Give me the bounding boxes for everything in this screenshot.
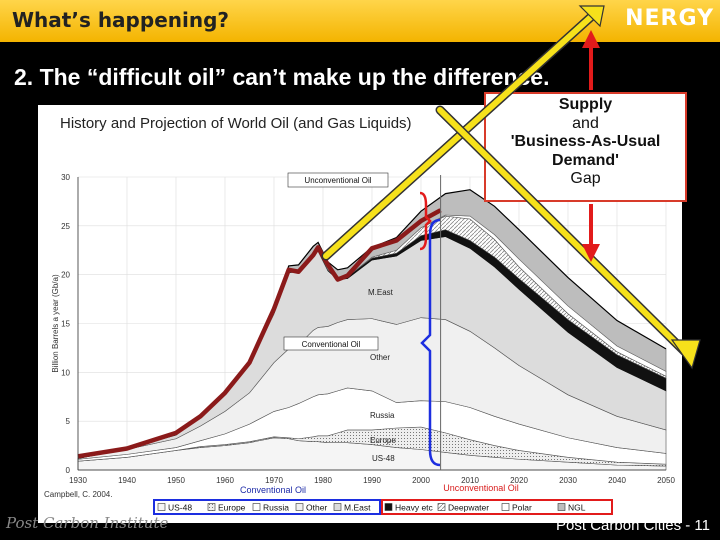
legend-box-conventional [153, 499, 381, 515]
legend-swatch [501, 503, 510, 511]
legend-label: Other [306, 503, 327, 513]
chart-source: Campbell, C. 2004. [44, 490, 112, 499]
callout-line-supply: Supply [558, 96, 613, 113]
y-tick-label: 30 [61, 173, 70, 182]
legend-swatch [157, 503, 166, 511]
region-label: US-48 [372, 454, 395, 463]
x-tick-label: 1960 [216, 476, 234, 485]
callout-line-and: and [572, 114, 599, 132]
header-bar: What’s happening? NERGY [0, 0, 720, 42]
legend-swatch [252, 503, 261, 511]
footer-logo-text: Post Carbon Institute [6, 514, 169, 532]
header-brand: NERGY [625, 6, 714, 31]
legend-label: Russia [263, 503, 289, 513]
legend-swatch [437, 503, 446, 511]
label-unconventional-oil: Unconventional Oil [304, 176, 371, 185]
callout-line-bau: 'Business-As-Usual [510, 133, 661, 150]
conventional-label-box [283, 336, 379, 351]
y-tick-label: 20 [61, 271, 70, 280]
legend-label: Deepwater [448, 503, 489, 513]
region-label: Europe [370, 436, 396, 445]
label-conventional-oil: Conventional Oil [302, 340, 361, 349]
y-tick-label: 25 [61, 222, 70, 231]
legend-swatch [207, 503, 216, 511]
legend-label: M.East [344, 503, 371, 513]
y-axis-label: Billion Barrels a year (Gb/a) [51, 274, 60, 373]
x-tick-label: 1980 [314, 476, 332, 485]
x-tick-label: 1990 [363, 476, 381, 485]
callout-line-gap: Gap [570, 170, 601, 187]
x-tick-label: 1950 [167, 476, 185, 485]
slide-subtitle: 2. The “difficult oil” can’t make up the… [14, 64, 550, 90]
legend-label: Polar [512, 503, 532, 513]
x-tick-label: 1970 [265, 476, 283, 485]
x-tick-label: 2030 [559, 476, 577, 485]
y-tick-label: 10 [61, 368, 70, 377]
x-tick-label: 2050 [657, 476, 675, 485]
y-tick-label: 5 [66, 417, 71, 426]
legend-label: Europe [218, 503, 246, 513]
callout-line-demand: Demand' [552, 151, 619, 169]
legend-label: US-48 [168, 503, 192, 513]
x-tick-label: 2020 [510, 476, 528, 485]
gap-callout: Supply and 'Business-As-Usual Demand' Ga… [484, 92, 687, 202]
footer-page: Post Carbon Cities - 11 [556, 517, 710, 534]
x-tick-label: 1940 [118, 476, 136, 485]
bottom-label-unconventional: Unconventional Oil [443, 483, 519, 493]
chart-legend: US-48 Europe Russia Other M.East Heavy etc Dee… [153, 499, 613, 515]
region-label: Other [370, 353, 390, 362]
bottom-label-conventional: Conventional Oil [240, 485, 306, 495]
y-tick-label: 0 [66, 466, 71, 475]
legend-box-unconventional [381, 499, 613, 515]
region-label: Russia [370, 411, 395, 420]
x-tick-label: 2010 [461, 476, 479, 485]
x-tick-label: 2000 [412, 476, 430, 485]
legend-swatch [333, 503, 342, 511]
header-title: What’s happening? [12, 8, 230, 32]
legend-swatch [384, 503, 393, 511]
y-tick-label: 15 [61, 320, 70, 329]
x-tick-label: 1930 [69, 476, 87, 485]
legend-label: NGL [568, 503, 586, 513]
chart-axes: 1930 1940 1950 1960 1970 1980 1990 2000 2010 2020… [51, 173, 675, 485]
region-label: M.East [368, 288, 394, 297]
legend-label: Heavy etc [395, 503, 434, 513]
legend-swatch [557, 503, 566, 511]
x-tick-label: 2040 [608, 476, 626, 485]
legend-swatch [295, 503, 304, 511]
